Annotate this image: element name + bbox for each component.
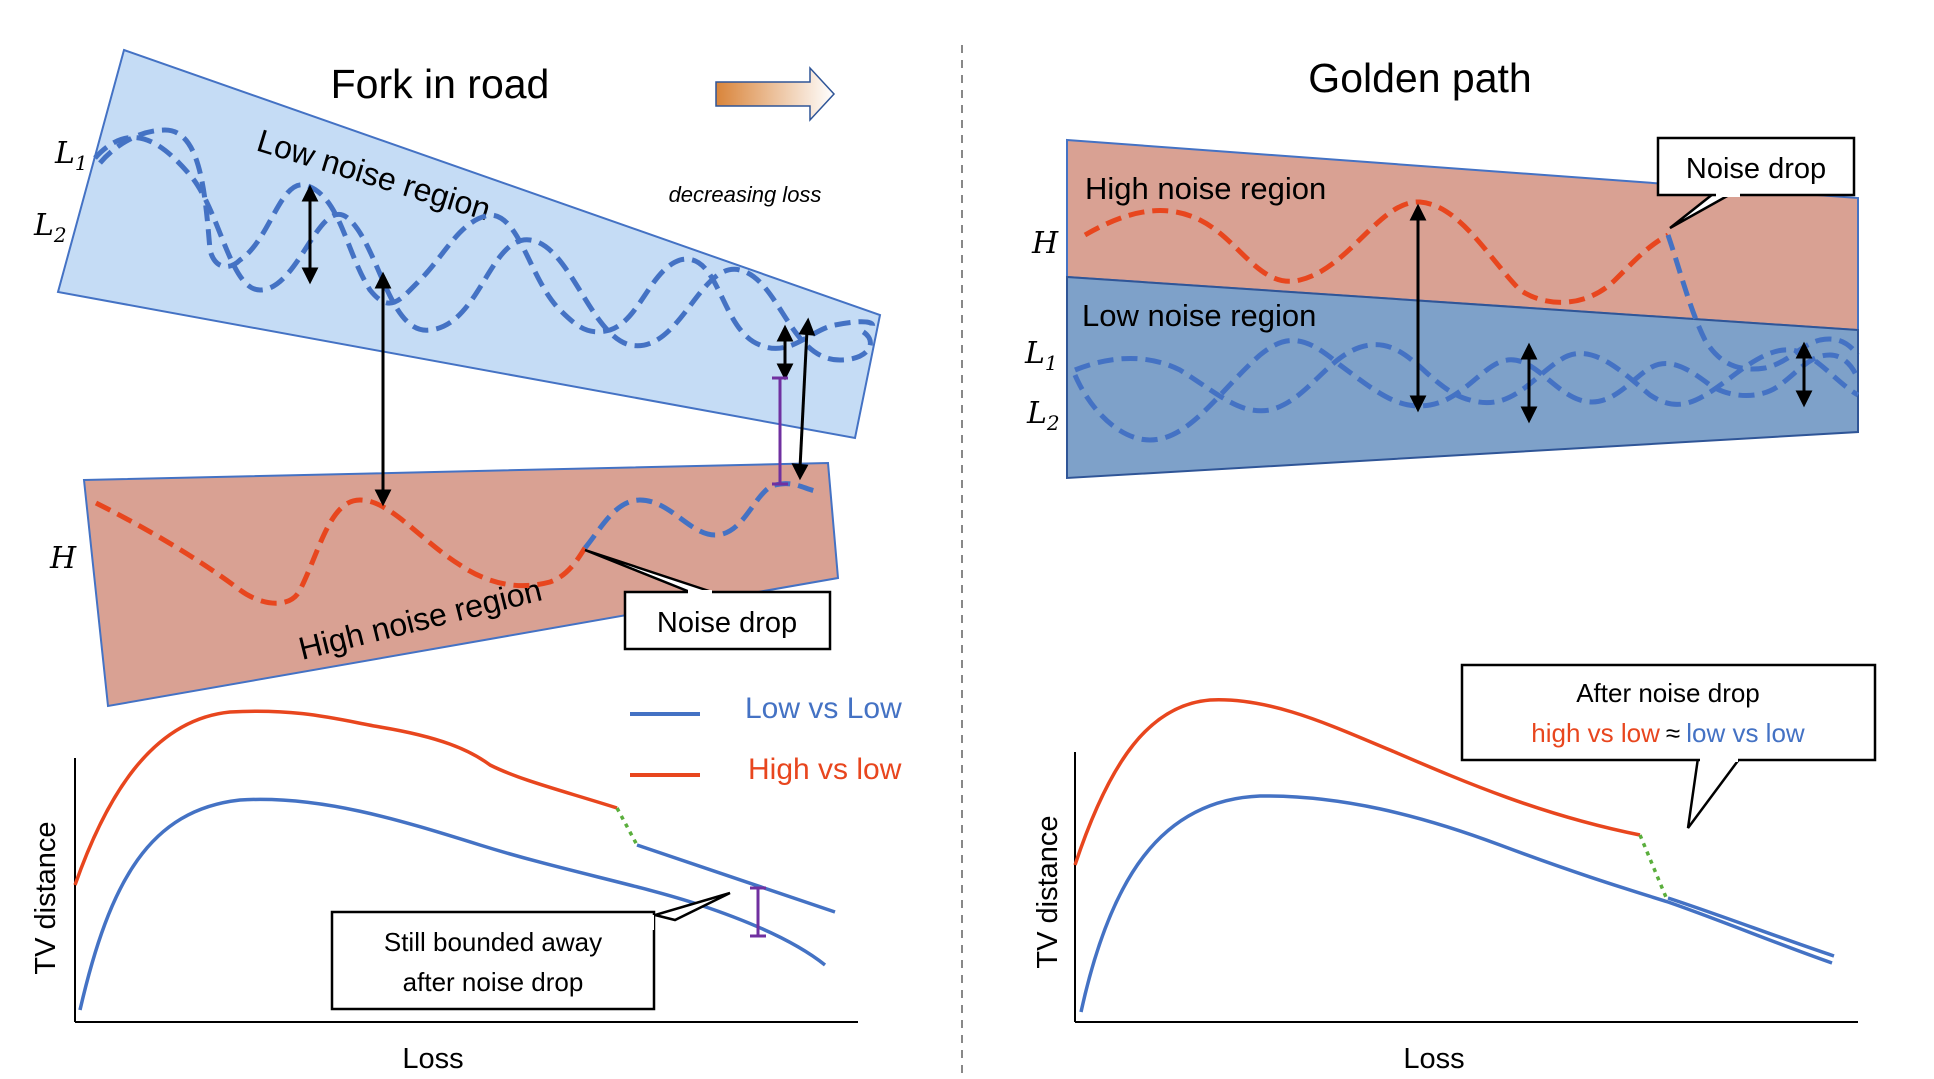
right-curve-label-l1: L1 [1024, 336, 1058, 375]
after-noise-drop-line1: After noise drop [1576, 678, 1760, 708]
right-tv-gap-arrows [1409, 203, 1813, 424]
bound-marker [772, 376, 788, 486]
curve-label-h: H [49, 541, 77, 576]
left-chart-xlabel: Loss [402, 1043, 463, 1075]
right-noise-drop-callout: Noise drop [1656, 136, 1856, 230]
curve-l1 [93, 135, 873, 363]
right-low-noise-region-label: Low noise region [1082, 298, 1316, 333]
right-series-low-vs-low [1079, 794, 1833, 1013]
right-title: Golden path [1308, 55, 1531, 101]
left-series-high-vs-low-after-drop [636, 843, 836, 914]
right-curve-h-after-drop [1665, 234, 1860, 372]
right-chart: TV distance Loss After noise drop high v… [1032, 663, 1877, 1075]
noise-drop-label: Noise drop [657, 607, 797, 639]
left-chart-bound-marker [750, 886, 766, 938]
right-series-high-vs-low [1073, 698, 1641, 866]
right-high-noise-region-label: High noise region [1085, 171, 1326, 206]
direction-note: decreasing loss [669, 182, 822, 207]
still-bounded-callout: Still bounded away after noise drop [330, 891, 731, 1011]
still-bounded-line2: after noise drop [403, 967, 584, 997]
low-noise-region-box [56, 48, 882, 440]
right-chart-xlabel: Loss [1403, 1043, 1464, 1075]
right-transition-dotted [1638, 834, 1670, 903]
left-transition-dotted [615, 807, 639, 846]
curve-h-before-drop [94, 497, 588, 606]
right-curve-l1 [1072, 338, 1861, 443]
right-curve-label-h: H [1031, 226, 1059, 261]
decreasing-loss-arrow-icon [715, 66, 836, 122]
right-low-noise-region-box [1066, 275, 1859, 480]
right-chart-ylabel: TV distance [1032, 815, 1064, 968]
left-panel: Fork in road decreasing loss Low noise r… [30, 48, 902, 1075]
left-series-low-vs-low [78, 797, 827, 1011]
left-title: Fork in road [331, 61, 550, 107]
tv-gap-arrows [301, 184, 816, 507]
curve-label-l2: L2 [33, 208, 67, 247]
high-noise-region-box [82, 461, 840, 708]
noise-drop-callout: Noise drop [584, 548, 832, 651]
after-noise-drop-callout: After noise drop high vs low ≈ low vs low [1460, 663, 1877, 829]
legend-label-high-vs-low: High vs low [748, 753, 902, 786]
right-series-high-vs-low-after-drop [1667, 896, 1835, 958]
right-panel: Golden path High noise region Low noise … [1024, 55, 1877, 1075]
left-chart: TV distance Loss Still bounded away afte… [30, 709, 858, 1075]
left-series-high-vs-low [73, 709, 618, 886]
right-curve-l2 [1074, 342, 1860, 414]
right-curve-label-l2: L2 [1026, 396, 1060, 435]
still-bounded-line1: Still bounded away [384, 927, 602, 957]
legend-label-low-vs-low: Low vs Low [745, 692, 902, 725]
right-curve-h-before-drop [1083, 199, 1670, 305]
left-chart-ylabel: TV distance [30, 821, 62, 974]
legend: Low vs Low High vs low [630, 692, 902, 786]
after-noise-drop-line2: high vs low ≈ low vs low [1531, 718, 1805, 748]
curve-label-l1: L1 [54, 136, 88, 175]
right-noise-drop-label: Noise drop [1686, 153, 1826, 185]
